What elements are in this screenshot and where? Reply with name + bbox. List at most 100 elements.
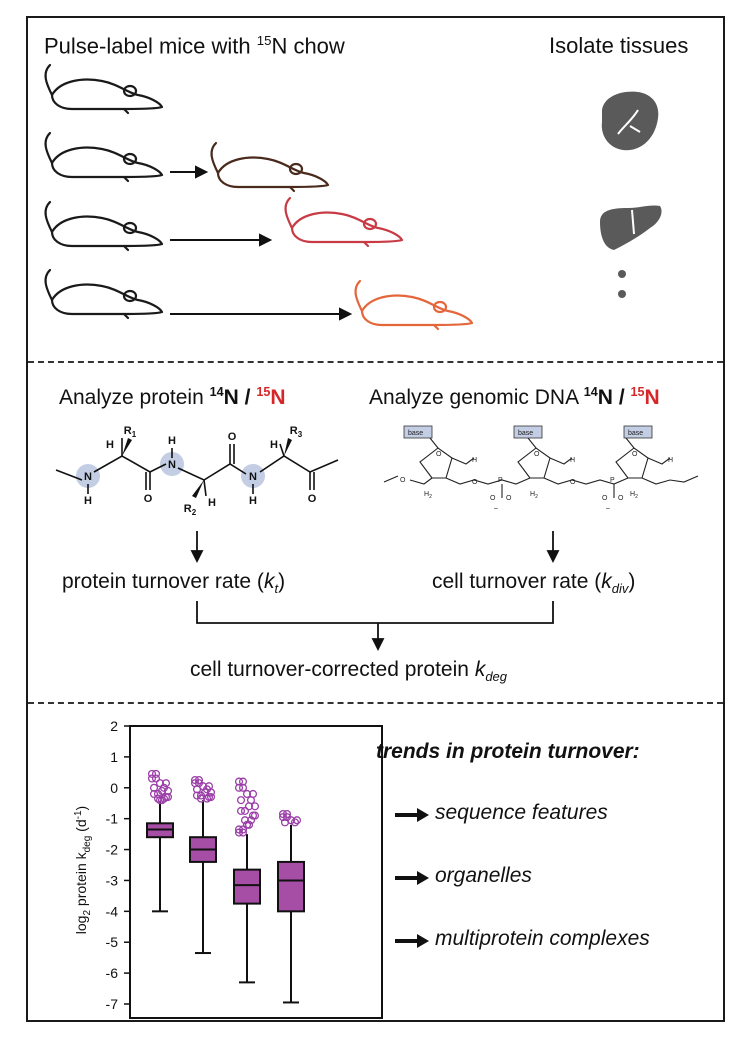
box	[277, 860, 305, 913]
y-tick-label: 2	[110, 718, 118, 734]
outlier-point	[151, 774, 161, 783]
outlier-point	[149, 789, 159, 799]
svg-text:O: O	[400, 477, 406, 484]
outlier-point	[151, 769, 161, 778]
outlier-point	[236, 806, 246, 815]
amide-highlight-3	[241, 464, 265, 488]
y-tick-label: 0	[110, 780, 118, 796]
divider-2	[28, 702, 723, 704]
kdeg-boxplot: log2 protein kdeg (d-1) 2 1 0 -1 -2 -3 -4 -5 -6 -…	[73, 718, 383, 1019]
outlier-point	[234, 828, 244, 837]
outlier-point	[240, 806, 250, 815]
ellipsis-dot-1	[618, 270, 626, 278]
dna-backbone-structure: base base base O H2 O H O P O O – H2 O H…	[383, 425, 699, 512]
outlier-point	[250, 802, 260, 811]
svg-text:R3: R3	[290, 425, 303, 439]
trend-label-complexes: multiprotein complexes	[435, 927, 650, 950]
outlier-point	[147, 774, 157, 783]
box-series	[233, 777, 261, 984]
pulse-label-title: Pulse-label mice with 15N chow	[44, 33, 345, 59]
outlier-point	[206, 792, 216, 802]
cell-turnover-rate: cell turnover rate (kdiv)	[432, 570, 636, 597]
svg-text:H: H	[168, 435, 176, 447]
svg-text:O: O	[144, 493, 153, 505]
svg-text:H: H	[84, 495, 92, 507]
svg-text:O: O	[534, 451, 540, 458]
svg-text:N: N	[84, 471, 92, 483]
svg-text:base: base	[628, 430, 643, 437]
box-series	[277, 809, 305, 1004]
box-series	[189, 776, 217, 955]
svg-text:O: O	[308, 493, 317, 505]
trends-title: trends in protein turnover:	[376, 740, 640, 763]
arrow-right-icon	[395, 934, 429, 948]
analyze-protein-title: Analyze protein 14N / 15N	[59, 385, 286, 409]
mouse-labeled-3	[354, 279, 474, 331]
liver-icon	[600, 205, 662, 250]
y-tick-label: -6	[106, 965, 119, 981]
outlier-point	[147, 769, 157, 778]
svg-text:O: O	[570, 479, 576, 486]
svg-text:O: O	[506, 495, 512, 502]
svg-text:O: O	[490, 495, 496, 502]
svg-text:O: O	[228, 431, 237, 443]
mouse-1	[44, 63, 164, 115]
outlier-point	[246, 816, 256, 825]
outlier-point	[161, 779, 171, 788]
peptide-structure: N H H R1 O N H H R2 O N H H R3 O	[55, 425, 339, 517]
mouse-labeled-1	[210, 141, 330, 193]
svg-text:H: H	[472, 457, 477, 464]
y-tick-label: -4	[106, 903, 119, 919]
divider-1	[28, 361, 723, 363]
outlier-point	[155, 779, 165, 788]
box-series	[146, 769, 174, 913]
outlier-point	[238, 828, 248, 837]
svg-text:H: H	[570, 457, 575, 464]
svg-text:–: –	[606, 505, 610, 512]
svg-text:O: O	[602, 495, 608, 502]
base-box-3	[623, 425, 653, 439]
mouse-4	[44, 268, 164, 320]
outlier-point	[278, 813, 288, 822]
svg-text:H: H	[249, 495, 257, 507]
arrow-right-icon	[395, 871, 429, 885]
outlier-point	[196, 794, 206, 803]
svg-text:base: base	[408, 430, 423, 437]
outlier-point	[242, 820, 252, 829]
outlier-point	[244, 802, 254, 811]
svg-text:O: O	[632, 451, 638, 458]
outlier-point	[236, 796, 246, 805]
svg-text:O: O	[436, 451, 442, 458]
svg-text:H: H	[106, 439, 114, 451]
analyze-dna-title: Analyze genomic DNA 14N / 15N	[369, 385, 660, 409]
amide-highlight-2	[160, 452, 184, 476]
outlier-point	[153, 794, 163, 803]
outlier-point	[280, 818, 290, 827]
outlier-point	[290, 818, 300, 827]
mouse-3	[44, 200, 164, 252]
outlier-point	[238, 783, 248, 792]
mouse-labeled-2	[284, 196, 404, 248]
svg-text:H2: H2	[630, 491, 638, 500]
svg-text:H: H	[208, 497, 216, 509]
y-tick-label: -2	[106, 842, 119, 858]
svg-text:N: N	[249, 471, 257, 483]
svg-text:R2: R2	[184, 503, 197, 517]
svg-text:N: N	[168, 459, 176, 471]
trend-label-organelles: organelles	[435, 864, 532, 887]
svg-text:P: P	[610, 477, 615, 484]
mouse-2	[44, 131, 164, 183]
outlier-point	[202, 794, 212, 803]
svg-text:H: H	[668, 457, 673, 464]
y-tick-label: -7	[106, 996, 119, 1012]
outlier-point	[234, 783, 244, 792]
svg-text:H2: H2	[424, 491, 432, 500]
protein-turnover-rate: protein turnover rate (kt)	[62, 570, 286, 597]
svg-text:base: base	[518, 430, 533, 437]
y-tick-label: -3	[106, 872, 119, 888]
outlier-point	[250, 811, 260, 820]
svg-text:R1: R1	[124, 425, 137, 439]
ellipsis-dot-2	[618, 290, 626, 298]
flow-arrows	[190, 531, 560, 652]
figure-frame	[26, 16, 725, 1022]
